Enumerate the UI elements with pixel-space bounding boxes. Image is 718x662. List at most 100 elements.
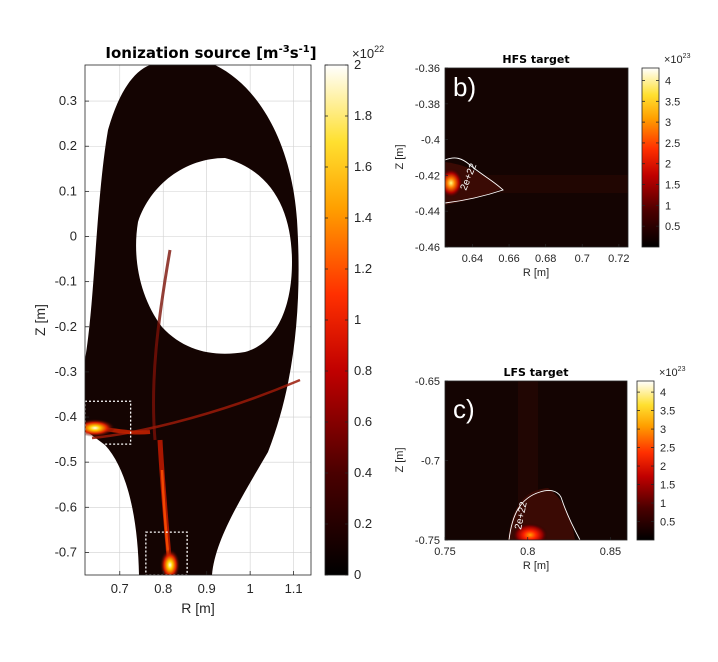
colorbar-b: 0.5 1 1.5 2 2.5 3 3.5 4 ×1023 <box>641 53 691 248</box>
y-tick-label: -0.38 <box>415 99 440 111</box>
xlabel-b: R [m] <box>523 267 549 279</box>
colorbar-tick-label: 1.8 <box>354 108 372 123</box>
hfs-hotspot-a <box>85 419 115 437</box>
contour-2e22-b <box>445 157 504 204</box>
colorbar-a-bar <box>324 64 349 576</box>
field-b-bg <box>445 68 628 247</box>
x-tick-label: 1.1 <box>285 581 303 596</box>
colorbar-tick-label: 0 <box>354 567 361 582</box>
ylabel-b: Z [m] <box>394 144 406 169</box>
panel-label-a: a) <box>89 66 112 96</box>
colorbar-tick-label: 4 <box>660 387 666 399</box>
y-tick-label: -0.2 <box>55 319 77 334</box>
colorbar-tick-label: 0.5 <box>660 517 675 529</box>
x-tick-label: 0.75 <box>434 546 455 558</box>
panel-label-c: c) <box>453 394 475 424</box>
colorbar-tick-label: 0.6 <box>354 414 372 429</box>
axes-frame-a <box>84 64 312 576</box>
x-tick-label: 0.7 <box>575 253 590 265</box>
y-tick-label: -0.4 <box>421 135 440 147</box>
y-tick-label: -0.65 <box>415 376 440 388</box>
axes-frame-b <box>444 67 629 248</box>
y-tick-label: -0.7 <box>421 456 440 468</box>
colorbar-tick-label: 3.5 <box>660 406 675 418</box>
y-tick-label: -0.46 <box>415 242 440 254</box>
colorbar-tick-label: 1.6 <box>354 159 372 174</box>
colorbar-tick-label: 1 <box>660 498 666 510</box>
separatrix-glow-left <box>151 249 172 441</box>
colorbar-a-ticks: 0 0.2 0.4 0.6 0.8 1 1.2 1.4 1.6 1.8 2 <box>325 57 372 582</box>
y-tick-label: 0.2 <box>59 138 77 153</box>
hfs-hotspot-b <box>445 168 463 198</box>
field-b: 2e+22 <box>445 68 628 247</box>
title-c: LFS target <box>504 366 569 379</box>
colorbar-a: 0 0.2 0.4 0.6 0.8 1 1.2 1.4 1.6 1.8 2 ×1022 <box>324 44 384 582</box>
y-tick-label: -0.3 <box>55 364 77 379</box>
y-tick-label: -0.7 <box>55 544 77 559</box>
colorbar-tick-label: 2.5 <box>665 138 680 150</box>
x-tick-label: 0.85 <box>600 546 621 558</box>
y-tick-label: -0.6 <box>55 499 77 514</box>
panel-b: 2e+22 0.64 0.66 0.68 0.7 0.72 -0.36 -0.38 -0.4 -… <box>394 53 630 279</box>
colorbar-tick-label: 0.2 <box>354 516 372 531</box>
panel-label-b: b) <box>453 72 476 102</box>
y-tick-label: -0.5 <box>55 454 77 469</box>
highlight-box-lfs <box>145 531 188 575</box>
y-tick-label: 0.1 <box>59 183 77 198</box>
xlabel-a: R [m] <box>181 600 214 616</box>
colorbar-tick-label: 2 <box>660 461 666 473</box>
lfs-hotspot-a <box>160 549 180 575</box>
colorbar-b-bar <box>641 67 660 248</box>
panel-a: 0.7 0.8 0.9 1 1.1 0.3 0.2 0.1 0 -0.1 -0.2 -0.3 -0.4 -… <box>32 44 317 616</box>
colorbar-tick-label: 1.5 <box>660 480 675 492</box>
colorbar-tick-label: 1.2 <box>354 261 372 276</box>
y-tick-label: -0.36 <box>415 63 440 75</box>
x-tick-label: 0.66 <box>498 253 519 265</box>
colorbar-tick-label: 1.5 <box>665 180 680 192</box>
separatrix-glow-cross <box>91 378 301 440</box>
y-tick-label: -0.75 <box>415 535 440 547</box>
xlabel-c: R [m] <box>523 560 549 572</box>
colorbar-a-multiplier: ×1022 <box>352 44 384 61</box>
colorbar-c-bar <box>636 380 655 541</box>
y-tick-label: 0.3 <box>59 93 77 108</box>
x-tick-label: 0.72 <box>608 253 629 265</box>
colorbar-tick-label: 0.5 <box>665 221 680 233</box>
colorbar-tick-label: 2.5 <box>660 443 675 455</box>
colorbar-c: 0.5 1 1.5 2 2.5 3 3.5 4 ×1023 <box>636 366 686 541</box>
colorbar-b-multiplier: ×1023 <box>664 53 691 66</box>
colorbar-tick-label: 2 <box>354 57 361 72</box>
x-tick-label: 0.68 <box>535 253 556 265</box>
plasma-domain <box>85 65 299 575</box>
ylabel-a: Z [m] <box>32 304 48 336</box>
colorbar-c-multiplier: ×1023 <box>659 366 686 379</box>
colorbar-tick-label: 1.4 <box>354 210 372 225</box>
ylabel-c: Z [m] <box>394 447 406 472</box>
colorbar-tick-label: 1 <box>354 312 361 327</box>
x-tick-label: 1 <box>247 581 254 596</box>
colorbar-b-ticks: 0.5 1 1.5 2 2.5 3 3.5 4 <box>642 75 680 233</box>
colorbar-tick-label: 3 <box>660 424 666 436</box>
contour-2e22-c <box>508 489 581 540</box>
colorbar-tick-label: 4 <box>665 75 671 87</box>
x-tick-label: 0.9 <box>198 581 216 596</box>
title-a: Ionization source [m-3s-1] <box>105 44 316 62</box>
colorbar-tick-label: 2 <box>665 159 671 171</box>
colorbar-c-ticks: 0.5 1 1.5 2 2.5 3 3.5 4 <box>637 387 675 529</box>
y-tick-label: -0.1 <box>55 274 77 289</box>
title-b: HFS target <box>502 53 569 66</box>
panel-c: 2e+22 0.75 0.8 0.85 -0.65 -0.7 -0.75 c) LFS t… <box>394 366 628 572</box>
colorbar-tick-label: 0.4 <box>354 465 372 480</box>
ticks-b: 0.64 0.66 0.68 0.7 0.72 -0.36 -0.38 -0.4 -0.42 -0… <box>415 63 630 265</box>
x-tick-label: 0.7 <box>111 581 129 596</box>
y-tick-label: -0.4 <box>55 409 77 424</box>
x-tick-label: 0.8 <box>520 546 535 558</box>
lfs-hotspot-c <box>512 523 548 540</box>
plasma-field-a <box>85 65 301 575</box>
y-tick-label: 0 <box>70 229 77 244</box>
field-c: 2e+22 <box>445 381 627 540</box>
colorbar-tick-label: 3 <box>665 117 671 129</box>
ticks-c: 0.75 0.8 0.85 -0.65 -0.7 -0.75 <box>415 376 621 558</box>
y-tick-label: -0.44 <box>415 206 440 218</box>
x-tick-label: 0.64 <box>462 253 483 265</box>
